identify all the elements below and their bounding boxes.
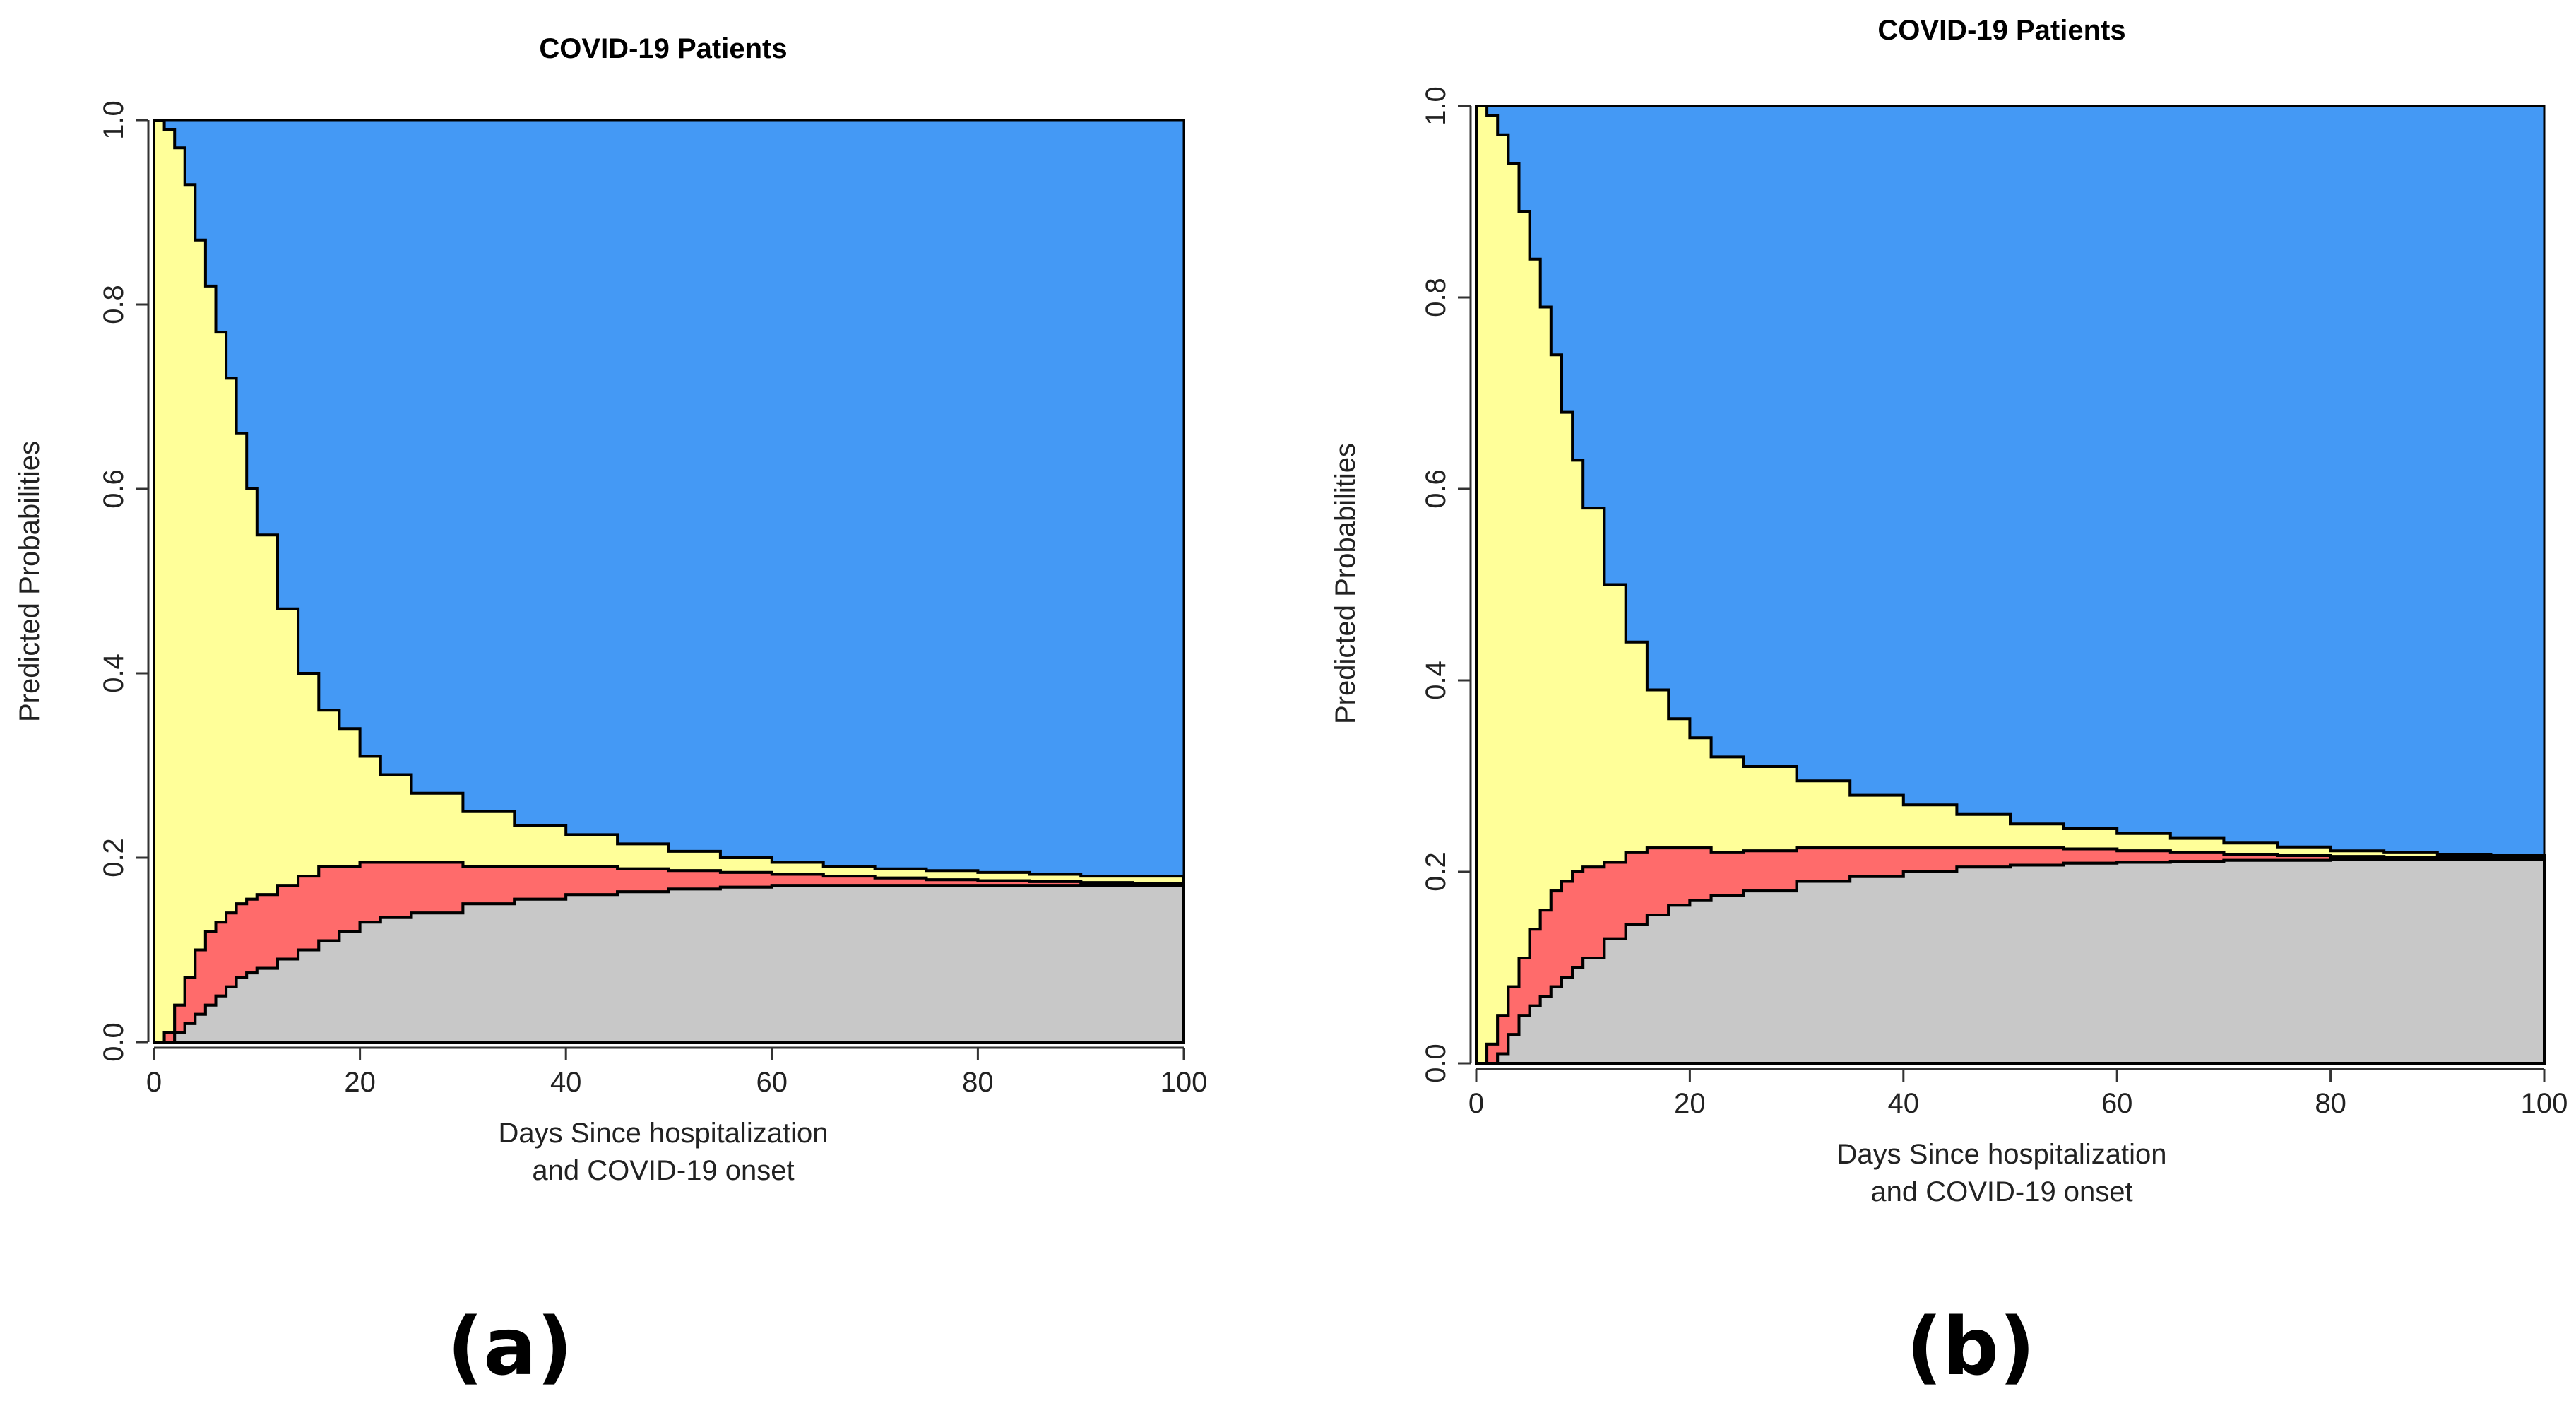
x-tick-label: 80 bbox=[2315, 1088, 2346, 1119]
x-tick-label: 20 bbox=[344, 1067, 376, 1098]
area-gray-state bbox=[1476, 858, 2546, 1065]
x-tick-label: 40 bbox=[550, 1067, 582, 1098]
panel-a: COVID-19 Patients 0 20 40 60 80 1000.00.20.40… bbox=[14, 33, 1207, 1393]
plot-area: 0 20 40 60 80 100 0.0 0.2 0.4 0.6 0.8 1.0 bbox=[1420, 86, 2568, 1119]
y-tick-label: 0.8 bbox=[98, 285, 129, 324]
plot-frame bbox=[1475, 105, 2546, 1065]
y-tick-label: 1.0 bbox=[98, 100, 129, 140]
plot-area: 0 20 40 60 80 100 0.0 0.2 0.4 0.6 0.8 1.0 bbox=[98, 100, 1207, 1098]
panel-label-b: (b) bbox=[1906, 1301, 2036, 1393]
y-tick-label: 0.0 bbox=[98, 1022, 129, 1062]
x-axis-label-line1: Days Since hospitalization bbox=[1837, 1139, 2167, 1170]
x-axis-label-line1: Days Since hospitalization bbox=[499, 1118, 829, 1149]
panel-b: COVID-19 Patients 0 20 40 60 80 1000.00.20.40… bbox=[1330, 15, 2568, 1393]
y-tick-label: 0.6 bbox=[1420, 469, 1452, 509]
x-axis-label-line2: and COVID-19 onset bbox=[532, 1155, 794, 1186]
x-axis-label-line2: and COVID-19 onset bbox=[1870, 1176, 2132, 1207]
x-tick-label: 100 bbox=[1161, 1067, 1208, 1098]
area-gray-state bbox=[154, 884, 1185, 1044]
y-tick-label: 0.2 bbox=[98, 838, 129, 877]
y-tick-label: 0.4 bbox=[98, 654, 129, 693]
x-tick-label: 60 bbox=[756, 1067, 788, 1098]
y-tick-label: 0.0 bbox=[1420, 1044, 1452, 1083]
y-tick-label: 0.2 bbox=[1420, 852, 1452, 892]
chart-title: COVID-19 Patients bbox=[539, 33, 787, 64]
y-tick-label: 0.6 bbox=[98, 469, 129, 509]
chart-title: COVID-19 Patients bbox=[1877, 15, 2125, 46]
x-tick-label: 20 bbox=[1674, 1088, 1706, 1119]
y-axis-label: Predicted Probabilities bbox=[1330, 443, 1361, 724]
x-tick-label: 40 bbox=[1888, 1088, 1920, 1119]
y-axis-label: Predicted Probabilities bbox=[14, 441, 45, 722]
x-tick-label: 60 bbox=[2101, 1088, 2133, 1119]
x-tick-label: 0 bbox=[146, 1067, 162, 1098]
panel-label-a: (a) bbox=[447, 1301, 573, 1393]
x-tick-label: 0 bbox=[1468, 1088, 1484, 1119]
x-tick-label: 80 bbox=[962, 1067, 994, 1098]
y-tick-label: 0.4 bbox=[1420, 661, 1452, 700]
y-tick-label: 1.0 bbox=[1420, 86, 1452, 126]
plot-frame bbox=[153, 119, 1185, 1044]
x-tick-label: 100 bbox=[2521, 1088, 2568, 1119]
y-tick-label: 0.8 bbox=[1420, 278, 1452, 317]
